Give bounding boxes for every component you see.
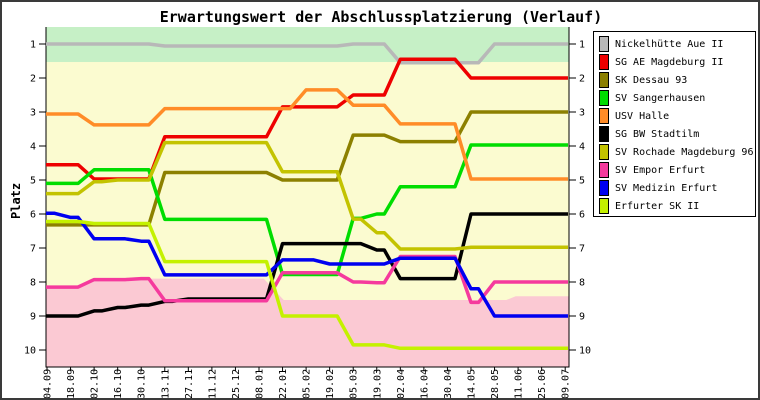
legend-item: SK Dessau 93 [598, 71, 755, 89]
y-tick-label-right: 5 [579, 176, 585, 187]
legend-item: Nickelhütte Aue II [598, 35, 755, 53]
y-tick-label-left: 9 [30, 312, 36, 323]
legend-label: USV Halle [615, 110, 670, 122]
series-line-sv-rochade-magdeburg-96 [45, 140, 568, 251]
x-tick-label: 28.05 [490, 369, 501, 399]
x-tick-label: 05.03 [349, 369, 360, 399]
legend-item: USV Halle [598, 107, 755, 125]
x-tick-label: 25.12 [231, 369, 242, 399]
y-tick-label-right: 3 [579, 108, 585, 119]
x-tick-label: 16.04 [419, 369, 430, 399]
x-tick-label: 11.12 [207, 369, 218, 399]
chart-title: Erwartungswert der Abschlussplatzierung … [159, 8, 603, 26]
y-tick-label-right: 9 [579, 312, 585, 323]
series-line-nickelh-tte-aue-ii [45, 42, 568, 65]
y-tick-label-right: 1 [579, 40, 585, 51]
legend-swatch [599, 180, 609, 196]
legend-label: SV Sangerhausen [615, 92, 706, 104]
x-tick-label: 09.07 [561, 369, 572, 399]
x-tick-label: 22.01 [278, 369, 289, 399]
legend-label: Nickelhütte Aue II [615, 38, 724, 50]
legend-item: SG BW Stadtilm [598, 125, 755, 143]
series-line-usv-halle [45, 88, 568, 181]
x-tick-label: 04.09 [43, 369, 54, 399]
x-tick-label: 30.10 [137, 369, 148, 399]
y-tick-label-left: 10 [24, 346, 36, 357]
x-tick-label: 30.04 [443, 369, 454, 399]
legend-label: SK Dessau 93 [615, 74, 688, 86]
legend-label: SV Rochade Magdeburg 96 [615, 146, 754, 158]
y-tick-label-left: 5 [30, 176, 36, 187]
legend-item: SV Medizin Erfurt [598, 179, 755, 197]
y-tick-label-left: 4 [30, 142, 36, 153]
legend-label: SV Medizin Erfurt [615, 182, 718, 194]
x-tick-label: 19.02 [325, 369, 336, 399]
x-tick-label: 02.10 [90, 369, 101, 399]
series-line-sv-empor-erfurt [45, 254, 568, 305]
plot-frame [45, 27, 570, 368]
legend-swatch [599, 54, 609, 70]
legend-label: SG BW Stadtilm [615, 128, 700, 140]
legend-swatch [599, 36, 609, 52]
x-tick-label: 11.06 [514, 369, 525, 399]
y-tick-label-right: 7 [579, 244, 585, 255]
x-tick-label: 05.02 [302, 369, 313, 399]
x-tick-label: 25.06 [537, 369, 548, 399]
y-tick-label-left: 6 [30, 210, 36, 221]
legend-item: Erfurter SK II [598, 197, 755, 215]
legend-item: SV Rochade Magdeburg 96 [598, 143, 755, 161]
y-tick-label-right: 4 [579, 142, 585, 153]
legend-label: SV Empor Erfurt [615, 164, 706, 176]
y-tick-label-right: 8 [579, 278, 585, 289]
y-tick-label-left: 8 [30, 278, 36, 289]
x-tick-label: 08.01 [254, 369, 265, 399]
y-tick-label-left: 1 [30, 40, 36, 51]
x-tick-label: 18.09 [66, 369, 77, 399]
y-tick-label-right: 10 [579, 346, 591, 357]
x-tick-label: 27.11 [184, 369, 195, 399]
y-tick-label-left: 3 [30, 108, 36, 119]
legend-swatch [599, 72, 609, 88]
legend-swatch [599, 126, 609, 142]
legend-swatch [599, 90, 609, 106]
y-tick-label-right: 2 [579, 74, 585, 85]
legend-label: Erfurter SK II [615, 200, 700, 212]
y-tick-label-right: 6 [579, 210, 585, 221]
legend-swatch [599, 144, 609, 160]
legend-item: SV Sangerhausen [598, 89, 755, 107]
series-line-sv-medizin-erfurt [45, 211, 568, 318]
legend-label: SG AE Magdeburg II [615, 56, 724, 68]
x-tick-label: 19.03 [372, 369, 383, 399]
x-tick-label: 16.10 [113, 369, 124, 399]
series-line-erfurter-sk-ii [45, 219, 568, 351]
y-tick-label-left: 2 [30, 74, 36, 85]
legend-item: SV Empor Erfurt [598, 161, 755, 179]
legend-swatch [599, 162, 609, 178]
legend-box: Nickelhütte Aue II SG AE Magdeburg II SK D… [593, 31, 756, 217]
x-tick-label: 13.11 [160, 369, 171, 399]
legend-swatch [599, 108, 609, 124]
y-tick-label-left: 7 [30, 244, 36, 255]
legend-swatch [599, 198, 609, 214]
x-tick-label: 02.04 [396, 369, 407, 399]
x-tick-label: 14.05 [466, 369, 477, 399]
legend-item: SG AE Magdeburg II [598, 53, 755, 71]
series-line-sg-bw-stadtilm [45, 212, 568, 318]
